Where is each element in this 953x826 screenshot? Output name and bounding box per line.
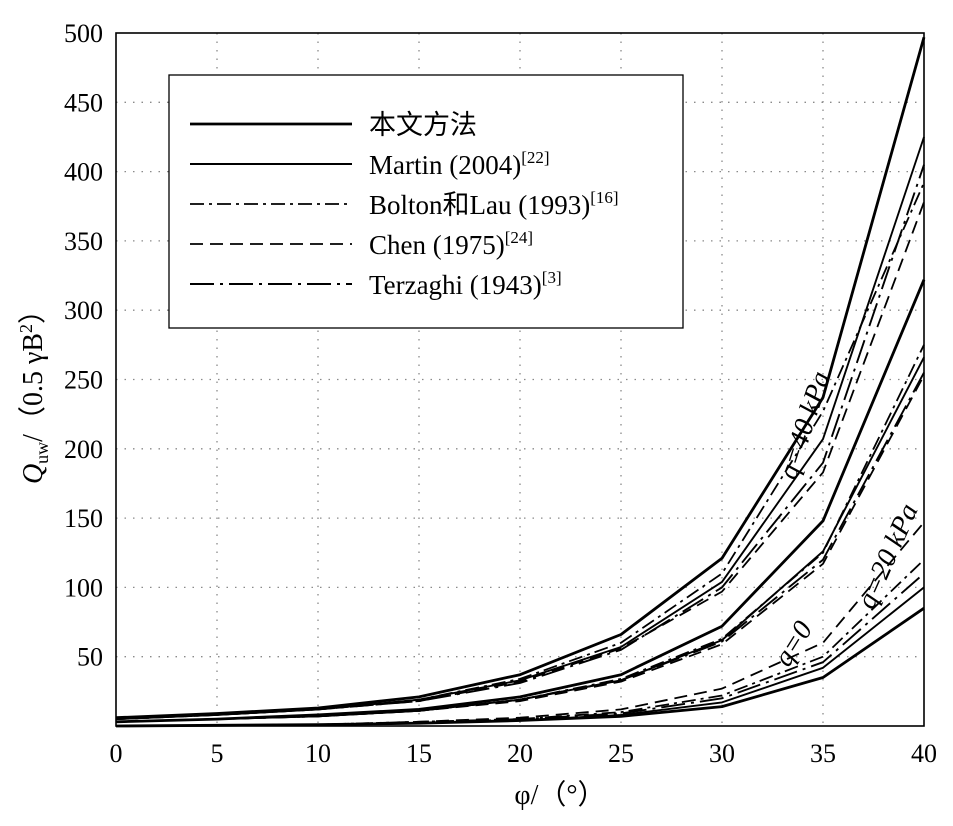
series-line — [115, 182, 925, 720]
y-tick-label: 200 — [64, 435, 103, 464]
y-tick-label: 50 — [77, 643, 103, 672]
series-line — [115, 572, 925, 727]
legend-label: Terzaghi (1943)[3] — [369, 268, 562, 300]
x-tick-label: 5 — [211, 739, 224, 768]
y-axis-label: Quw/（0.5 γB2） — [16, 296, 52, 484]
y-label-rest: /（0.5 γB — [17, 333, 49, 442]
y-tick-labels: 50 100 150 200 250 300 350 400 450 500 — [64, 19, 103, 672]
y-tick-label: 400 — [64, 158, 103, 187]
y-label-close: ） — [17, 296, 49, 324]
x-tick-labels: 0 5 10 15 20 25 30 35 40 — [110, 739, 938, 768]
x-tick-label: 40 — [911, 739, 937, 768]
y-tick-label: 500 — [64, 19, 103, 48]
legend-label: Bolton和Lau (1993)[16] — [369, 188, 619, 220]
y-label-sub: uw — [32, 442, 52, 464]
x-axis-label: φ/（°） — [514, 779, 605, 811]
x-tick-label: 20 — [507, 739, 533, 768]
legend-box — [168, 74, 684, 329]
series-line — [115, 36, 926, 720]
y-tick-label: 350 — [64, 227, 103, 256]
series-lines — [115, 36, 926, 728]
y-tick-label: 450 — [64, 88, 103, 117]
y-tick-label: 150 — [64, 504, 103, 533]
x-tick-label: 35 — [810, 739, 836, 768]
y-label-sup: 2 — [16, 324, 36, 333]
x-tick-label: 25 — [608, 739, 634, 768]
series-line — [115, 374, 925, 723]
legend-label: 本文方法 — [369, 110, 477, 140]
plot-frame — [115, 32, 925, 727]
series-line — [115, 164, 925, 721]
series-line — [115, 201, 925, 720]
series-line — [115, 559, 925, 727]
y-tick-label: 300 — [64, 296, 103, 325]
x-tick-label: 15 — [406, 739, 432, 768]
legend: 本文方法 Martin (2004)[22] Bolton和Lau (1993)[1… — [168, 74, 684, 329]
series-line — [115, 372, 925, 723]
y-label-q: Q — [18, 464, 49, 484]
x-tick-label: 0 — [110, 739, 123, 768]
y-tick-label: 250 — [64, 366, 103, 395]
x-tick-label: 30 — [709, 739, 735, 768]
legend-label: Martin (2004)[22] — [369, 148, 550, 180]
series-line — [115, 344, 925, 723]
x-tick-label: 10 — [305, 739, 331, 768]
series-line — [115, 521, 925, 727]
y-tick-label: 100 — [64, 573, 103, 602]
legend-label: Chen (1975)[24] — [369, 228, 533, 260]
